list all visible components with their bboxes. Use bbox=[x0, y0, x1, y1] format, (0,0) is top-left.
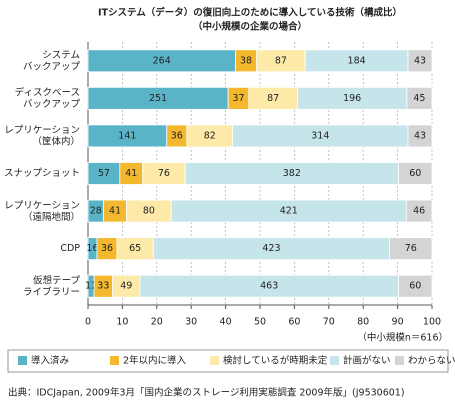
value-label: 11 bbox=[85, 281, 97, 292]
value-label: 37 bbox=[232, 93, 244, 104]
value-label: 421 bbox=[280, 206, 298, 217]
value-label: 28 bbox=[90, 206, 102, 217]
y-tick-label: レプリケーション（遠隔地間） bbox=[4, 200, 80, 222]
value-label: 141 bbox=[118, 130, 136, 141]
value-label: 36 bbox=[171, 130, 183, 141]
bar-segment bbox=[398, 162, 433, 185]
value-label: 38 bbox=[240, 55, 252, 66]
value-label: 76 bbox=[158, 168, 170, 179]
value-label: 382 bbox=[283, 168, 301, 179]
chart-subtitle: （中小規模の企業の場合） bbox=[193, 21, 307, 33]
legend-box bbox=[7, 349, 449, 373]
legend-swatch bbox=[330, 356, 339, 365]
value-label: 46 bbox=[413, 206, 425, 217]
x-tick-label: 40 bbox=[220, 317, 232, 328]
legend-label: わからない bbox=[408, 356, 455, 367]
value-label: 60 bbox=[409, 168, 421, 179]
bar-segment bbox=[406, 86, 433, 110]
value-label: 463 bbox=[260, 281, 278, 292]
value-label: 57 bbox=[98, 168, 110, 179]
value-label: 45 bbox=[413, 93, 425, 104]
y-tick-label: ディスクベースバックアップ bbox=[15, 86, 81, 109]
value-label: 82 bbox=[204, 130, 216, 141]
value-label: 49 bbox=[120, 281, 132, 292]
x-tick-label: 100 bbox=[423, 317, 441, 328]
x-tick-label: 60 bbox=[288, 317, 300, 328]
value-label: 251 bbox=[149, 93, 167, 104]
legend-label: 計画がない bbox=[343, 355, 391, 367]
y-tick-label: システムバックアップ bbox=[23, 50, 81, 72]
y-tick-label: 仮想テープライブラリー bbox=[23, 274, 81, 297]
value-label: 43 bbox=[414, 55, 426, 66]
x-tick-label: 20 bbox=[151, 317, 163, 328]
value-label: 264 bbox=[153, 55, 171, 66]
legend-label: 2年以内に導入 bbox=[123, 355, 187, 367]
value-label: 33 bbox=[97, 281, 109, 292]
value-label: 60 bbox=[409, 281, 421, 292]
legend-label: 検討しているが時期未定 bbox=[223, 355, 328, 367]
bar-segment bbox=[407, 49, 433, 73]
value-label: 80 bbox=[143, 206, 155, 217]
value-label: 43 bbox=[414, 130, 426, 141]
x-tick-label: 70 bbox=[323, 317, 335, 328]
x-tick-label: 0 bbox=[85, 317, 91, 328]
value-label: 16 bbox=[86, 243, 98, 254]
value-label: 76 bbox=[405, 243, 417, 254]
chart-title: ITシステム（データ）の復旧向上のために導入している技術（構成比） bbox=[98, 7, 402, 19]
legend-swatch bbox=[395, 356, 404, 365]
sample-note: （中小規模n＝616） bbox=[357, 332, 448, 344]
legend-swatch bbox=[18, 356, 27, 365]
value-label: 184 bbox=[348, 55, 366, 66]
source: 出典：IDCJapan, 2009年3月「国内企業のストレージ利用実態調査 20… bbox=[8, 387, 405, 399]
y-tick-label: CDP bbox=[60, 243, 80, 254]
legend-label: 導入済み bbox=[31, 355, 69, 367]
value-label: 41 bbox=[125, 168, 137, 179]
value-label: 87 bbox=[275, 55, 287, 66]
legend-swatch bbox=[110, 356, 119, 365]
bar-segment bbox=[407, 124, 433, 148]
x-tick-label: 30 bbox=[185, 317, 197, 328]
legend-swatch bbox=[210, 356, 219, 365]
value-label: 87 bbox=[267, 93, 279, 104]
bar-segment bbox=[405, 199, 433, 223]
y-tick-label: スナップショット bbox=[4, 168, 80, 179]
value-label: 65 bbox=[129, 243, 141, 254]
value-label: 36 bbox=[101, 243, 113, 254]
x-tick-label: 90 bbox=[392, 317, 404, 328]
bar-segment bbox=[389, 237, 433, 261]
x-tick-label: 50 bbox=[254, 317, 266, 328]
x-tick-label: 80 bbox=[357, 317, 369, 328]
y-tick-label: レプリケーション（筐体内） bbox=[4, 125, 80, 147]
value-label: 423 bbox=[262, 243, 280, 254]
value-label: 314 bbox=[311, 130, 329, 141]
bar-segment bbox=[398, 274, 433, 298]
value-label: 196 bbox=[343, 93, 361, 104]
value-label: 41 bbox=[109, 206, 121, 217]
x-tick-label: 10 bbox=[116, 317, 128, 328]
